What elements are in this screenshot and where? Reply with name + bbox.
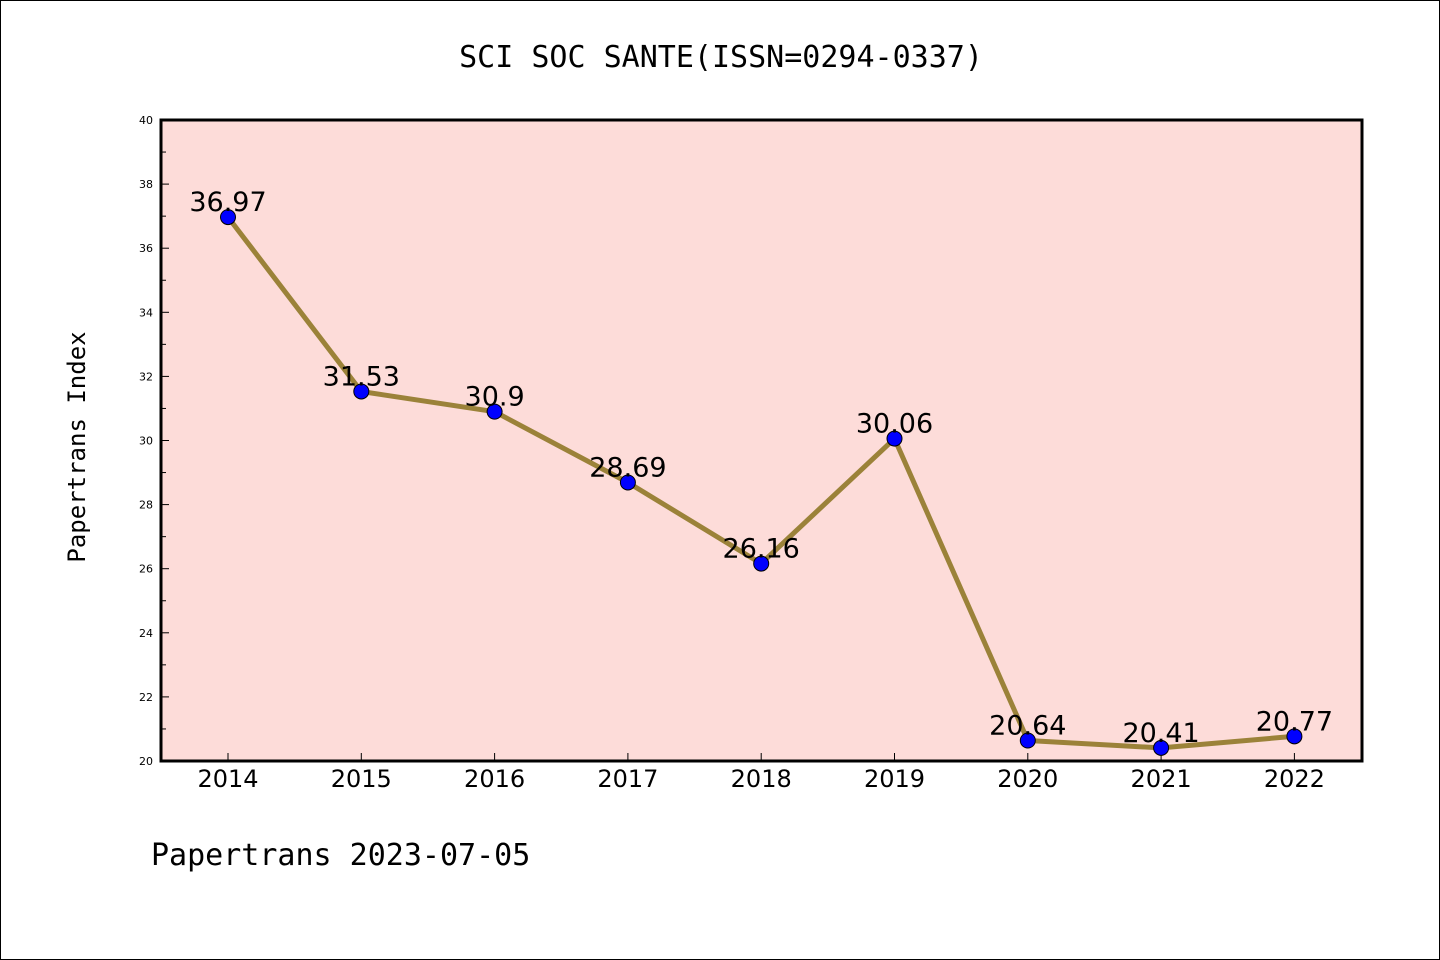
data-label: 30.06 <box>856 409 933 440</box>
data-label: 31.53 <box>323 361 400 392</box>
x-tick-label: 2021 <box>1131 765 1192 793</box>
data-point <box>1153 739 1170 756</box>
y-tick-label: 34 <box>139 306 153 319</box>
x-tick-label: 2019 <box>864 765 925 793</box>
x-tick-label: 2020 <box>997 765 1058 793</box>
y-tick-label: 30 <box>139 435 153 448</box>
data-point <box>619 474 636 491</box>
y-tick-label: 36 <box>139 242 153 255</box>
y-axis-label: Papertrans Index <box>63 331 91 562</box>
data-label: 30.9 <box>465 382 525 413</box>
footer-text: Papertrans 2023-07-05 <box>151 838 530 873</box>
y-tick-label: 40 <box>139 114 153 127</box>
data-label: 20.77 <box>1256 706 1333 737</box>
x-tick-label: 2015 <box>331 765 392 793</box>
data-point <box>1286 728 1303 745</box>
data-label: 36.97 <box>189 187 266 218</box>
data-label: 20.41 <box>1122 718 1199 749</box>
data-labels: 36.97 31.53 30.9 28.69 26.16 30.06 20.64 20.41 2… <box>189 187 1333 749</box>
y-tick-label: 24 <box>139 627 153 640</box>
x-tick-label: 2016 <box>464 765 525 793</box>
x-tick-label: 2018 <box>731 765 792 793</box>
data-label: 28.69 <box>589 452 666 483</box>
x-tick-label: 2022 <box>1264 765 1325 793</box>
data-label: 20.64 <box>989 710 1066 741</box>
data-point <box>220 209 236 226</box>
y-tick-label: 22 <box>139 691 153 704</box>
data-point <box>486 403 503 420</box>
y-tick-label: 32 <box>139 370 153 383</box>
y-tick-label: 28 <box>139 499 153 512</box>
data-point <box>353 383 370 400</box>
x-tick-label: 2014 <box>197 765 258 793</box>
y-tick-label: 26 <box>139 563 153 576</box>
x-axis-ticks: 2014 2015 2016 2017 2018 2019 2020 2021 2022 <box>197 753 1325 793</box>
y-tick-label: 20 <box>139 755 153 768</box>
data-point <box>1019 732 1036 749</box>
data-point <box>886 430 903 447</box>
y-axis-ticks: 20 22 24 26 28 30 32 34 36 38 40 <box>139 114 169 768</box>
y-tick-label: 38 <box>139 178 153 191</box>
data-label: 26.16 <box>723 534 800 565</box>
x-tick-label: 2017 <box>597 765 658 793</box>
plot-area <box>159 118 1364 763</box>
data-points <box>220 209 1303 756</box>
data-point <box>753 555 770 572</box>
chart-title: SCI SOC SANTE(ISSN=0294-0337) <box>459 40 983 75</box>
